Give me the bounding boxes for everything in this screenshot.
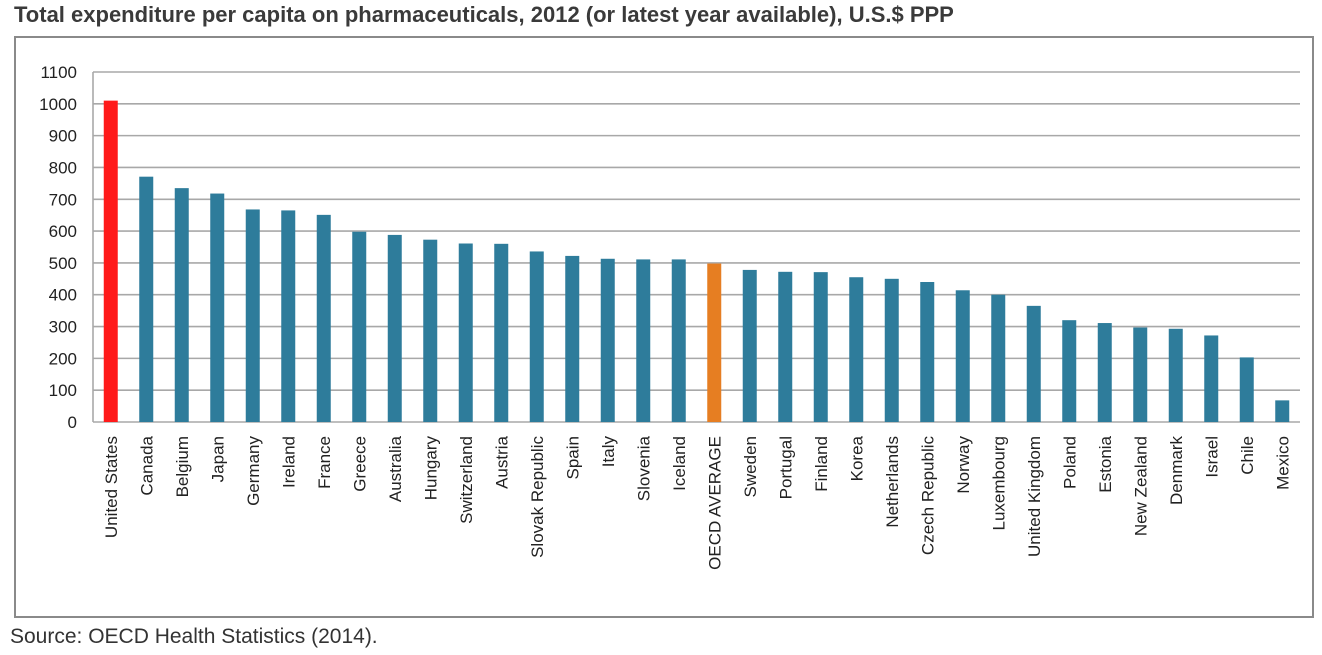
- x-category-label: Spain: [563, 436, 582, 479]
- x-category-label: Portugal: [776, 436, 795, 499]
- x-category-label: Canada: [137, 435, 156, 495]
- y-tick-label: 800: [49, 158, 77, 177]
- x-category-label: Hungary: [421, 436, 440, 501]
- x-category-label: Belgium: [173, 436, 192, 497]
- x-category-label: France: [315, 436, 334, 489]
- bar: [707, 263, 722, 422]
- y-tick-label: 500: [49, 254, 77, 273]
- chart-title: Total expenditure per capita on pharmace…: [14, 2, 954, 27]
- x-category-label: Mexico: [1273, 436, 1292, 490]
- bar: [813, 272, 828, 422]
- x-category-label: New Zealand: [1131, 436, 1150, 536]
- x-category-label: Slovak Republic: [528, 436, 547, 558]
- bar: [600, 258, 615, 422]
- bar: [1062, 320, 1077, 422]
- x-category-label: Poland: [1060, 436, 1079, 489]
- x-category-label: Finland: [812, 436, 831, 492]
- x-category-label: Switzerland: [457, 436, 476, 524]
- bar: [103, 100, 118, 423]
- y-tick-label: 0: [68, 413, 77, 432]
- x-category-label: Iceland: [670, 436, 689, 491]
- y-tick-label: 600: [49, 222, 77, 241]
- x-category-label: Netherlands: [883, 436, 902, 528]
- x-category-label: Italy: [599, 436, 618, 468]
- y-tick-label: 200: [49, 349, 77, 368]
- x-category-label: Luxembourg: [989, 436, 1008, 531]
- bar: [245, 209, 260, 422]
- bar: [316, 214, 331, 422]
- bar: [174, 188, 189, 422]
- y-tick-label: 1100: [40, 63, 77, 82]
- y-tick-label: 900: [49, 127, 77, 146]
- y-tick-label: 100: [49, 381, 77, 400]
- bar: [742, 269, 757, 422]
- bar: [1026, 305, 1041, 422]
- x-category-label: Austria: [492, 435, 511, 488]
- x-category-label: Estonia: [1096, 435, 1115, 492]
- bar: [529, 251, 544, 422]
- y-tick-label: 300: [49, 318, 77, 337]
- x-category-label: Czech Republic: [918, 436, 937, 556]
- bar: [636, 259, 651, 422]
- bar: [778, 271, 793, 422]
- x-category-label: Sweden: [741, 436, 760, 497]
- bar: [884, 278, 899, 422]
- bar: [423, 239, 438, 422]
- bar: [1239, 357, 1254, 422]
- bar: [920, 282, 935, 422]
- bar: [281, 210, 296, 422]
- bar: [210, 193, 225, 422]
- x-category-label: Korea: [847, 435, 866, 481]
- x-category-label: Japan: [208, 436, 227, 482]
- bar: [1275, 400, 1290, 422]
- bar: [671, 259, 686, 422]
- bar: [1133, 327, 1148, 422]
- x-category-label: Norway: [954, 436, 973, 494]
- bar: [1204, 335, 1219, 422]
- bar: [955, 290, 970, 422]
- x-category-label: OECD AVERAGE: [705, 436, 724, 570]
- x-category-label: United States: [102, 436, 121, 538]
- bar: [494, 243, 509, 422]
- source-note: Source: OECD Health Statistics (2014).: [10, 625, 378, 648]
- x-category-label: Ireland: [279, 436, 298, 488]
- x-category-label: Chile: [1238, 436, 1257, 475]
- y-tick-label: 400: [49, 286, 77, 305]
- x-category-label: Slovenia: [634, 435, 653, 501]
- x-category-label: United Kingdom: [1025, 436, 1044, 557]
- bar: [387, 234, 402, 422]
- bar: [458, 243, 473, 422]
- bar: [991, 294, 1006, 422]
- x-category-label: Australia: [386, 435, 405, 502]
- bar: [565, 255, 580, 422]
- bar: [1168, 328, 1183, 422]
- x-category-label: Greece: [350, 436, 369, 492]
- bar-chart: 0 100 200 300 400 500 600 700 800 900 1000 1100 Unit…: [39, 63, 1300, 570]
- y-tick-label: 1000: [39, 95, 77, 114]
- bar: [139, 176, 154, 422]
- x-category-label: Israel: [1202, 436, 1221, 478]
- bar: [1097, 323, 1112, 422]
- x-category-label: Denmark: [1167, 436, 1186, 505]
- bar: [352, 231, 367, 422]
- bar: [849, 277, 864, 422]
- y-tick-label: 700: [49, 190, 77, 209]
- x-category-label: Germany: [244, 436, 263, 506]
